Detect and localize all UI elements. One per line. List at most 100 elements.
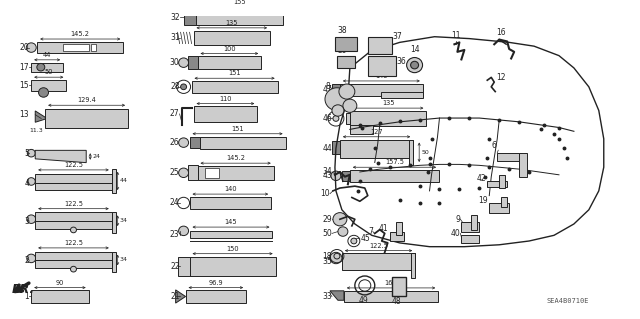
Bar bbox=[368, 56, 396, 77]
Text: 39: 39 bbox=[337, 46, 347, 55]
Bar bbox=[368, 37, 392, 54]
Text: 90: 90 bbox=[56, 280, 64, 286]
Text: 15: 15 bbox=[20, 81, 29, 90]
Bar bbox=[489, 203, 509, 213]
Bar bbox=[193, 31, 270, 45]
Bar bbox=[344, 291, 438, 302]
Bar bbox=[184, 10, 198, 25]
Circle shape bbox=[406, 57, 422, 73]
Text: 32: 32 bbox=[170, 13, 180, 22]
Bar bbox=[188, 165, 198, 180]
Text: 41: 41 bbox=[379, 224, 388, 233]
Text: 28: 28 bbox=[170, 82, 180, 91]
Bar bbox=[461, 235, 479, 243]
Bar bbox=[392, 277, 406, 296]
Circle shape bbox=[330, 252, 342, 264]
Bar bbox=[332, 141, 342, 154]
Text: 33: 33 bbox=[322, 292, 332, 301]
Bar bbox=[178, 257, 191, 276]
Text: 50: 50 bbox=[322, 229, 332, 238]
Text: SEA4B0710E: SEA4B0710E bbox=[547, 298, 589, 304]
Circle shape bbox=[333, 116, 339, 121]
Circle shape bbox=[411, 61, 419, 69]
Text: 34: 34 bbox=[120, 218, 127, 223]
Bar bbox=[381, 92, 423, 98]
Bar bbox=[31, 80, 67, 91]
Text: 96.9: 96.9 bbox=[209, 280, 223, 286]
Text: 4: 4 bbox=[24, 179, 29, 188]
Text: 8: 8 bbox=[325, 82, 330, 91]
Circle shape bbox=[28, 178, 35, 185]
Bar bbox=[340, 84, 423, 96]
Polygon shape bbox=[175, 290, 186, 303]
Bar bbox=[396, 222, 402, 235]
Text: 27: 27 bbox=[170, 109, 180, 118]
Bar bbox=[63, 44, 89, 51]
Bar bbox=[45, 109, 128, 128]
Bar bbox=[31, 291, 88, 302]
Text: 155: 155 bbox=[233, 0, 246, 5]
Text: 129.4: 129.4 bbox=[77, 97, 96, 103]
Bar bbox=[193, 107, 257, 122]
Text: 145.2: 145.2 bbox=[71, 31, 90, 37]
Circle shape bbox=[70, 227, 76, 233]
Bar bbox=[350, 170, 439, 182]
Text: 47: 47 bbox=[322, 85, 332, 94]
Text: 31: 31 bbox=[170, 33, 180, 42]
Text: 13: 13 bbox=[20, 110, 29, 119]
Text: 12: 12 bbox=[496, 73, 506, 82]
Polygon shape bbox=[35, 150, 86, 163]
Text: 18: 18 bbox=[323, 252, 332, 261]
Circle shape bbox=[26, 43, 36, 52]
Text: 50: 50 bbox=[421, 150, 429, 155]
Text: 145: 145 bbox=[225, 219, 237, 225]
Circle shape bbox=[351, 238, 357, 244]
Text: 23: 23 bbox=[170, 230, 180, 239]
Bar bbox=[189, 137, 202, 148]
Text: 46: 46 bbox=[322, 114, 332, 123]
Bar bbox=[501, 197, 507, 207]
Text: 157.5: 157.5 bbox=[385, 160, 404, 165]
Text: 22: 22 bbox=[170, 262, 180, 271]
Text: 43: 43 bbox=[322, 171, 332, 180]
Circle shape bbox=[332, 105, 344, 116]
Bar bbox=[198, 56, 261, 69]
Text: 11: 11 bbox=[452, 31, 461, 40]
Text: 37: 37 bbox=[393, 32, 403, 41]
Bar bbox=[35, 174, 112, 183]
Bar bbox=[112, 212, 116, 233]
Text: 34: 34 bbox=[322, 167, 332, 176]
Text: 38: 38 bbox=[337, 26, 346, 35]
Bar bbox=[337, 56, 355, 68]
Text: 48: 48 bbox=[392, 297, 401, 306]
Bar bbox=[342, 171, 352, 181]
Circle shape bbox=[38, 88, 49, 97]
Bar bbox=[350, 111, 426, 126]
Text: 151: 151 bbox=[231, 126, 244, 132]
Circle shape bbox=[179, 168, 189, 177]
Text: 19: 19 bbox=[479, 196, 488, 205]
Text: 50: 50 bbox=[45, 69, 53, 75]
Text: 3: 3 bbox=[24, 217, 29, 226]
Circle shape bbox=[180, 84, 187, 90]
Text: 145: 145 bbox=[375, 73, 388, 79]
Text: 11.3: 11.3 bbox=[29, 128, 43, 133]
Bar bbox=[409, 140, 413, 165]
Text: 29: 29 bbox=[323, 215, 332, 224]
Circle shape bbox=[339, 84, 355, 99]
Text: 24: 24 bbox=[170, 198, 180, 207]
Circle shape bbox=[70, 266, 76, 272]
Bar bbox=[91, 44, 96, 51]
Text: 25: 25 bbox=[170, 168, 180, 177]
Circle shape bbox=[179, 138, 189, 147]
Bar bbox=[497, 153, 522, 160]
Bar bbox=[350, 124, 373, 134]
Text: 21: 21 bbox=[170, 292, 180, 301]
Circle shape bbox=[325, 88, 349, 110]
Text: 34: 34 bbox=[120, 257, 127, 263]
Bar bbox=[37, 42, 124, 53]
Polygon shape bbox=[35, 111, 47, 122]
Circle shape bbox=[338, 227, 348, 236]
Bar bbox=[186, 291, 246, 302]
Bar bbox=[189, 231, 273, 238]
